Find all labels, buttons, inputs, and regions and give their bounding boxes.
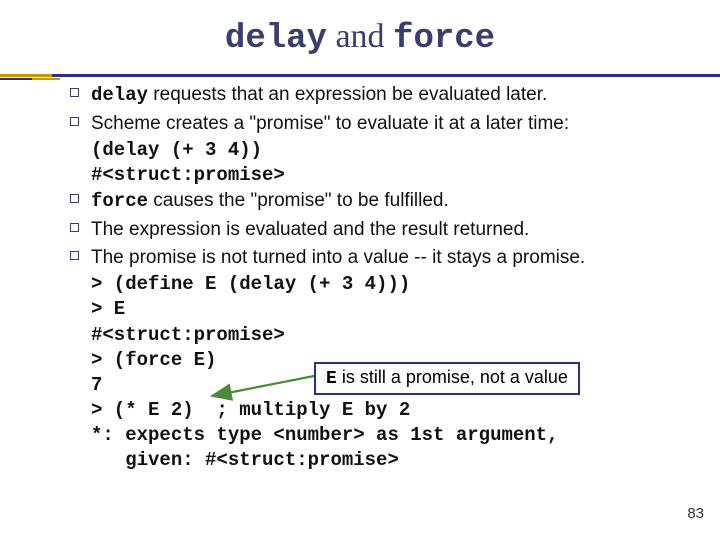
bullet-3-rest: causes the "promise" to be fulfilled. (148, 190, 449, 211)
code-line: #<struct:promise> (91, 324, 285, 346)
bullet-1-rest: requests that an expression be evaluated… (148, 84, 547, 105)
bullet-icon (70, 251, 79, 260)
bullet-icon (70, 117, 79, 126)
callout-rest: is still a promise, not a value (337, 367, 568, 387)
content-area: delay requests that an expression be eva… (40, 82, 680, 473)
code-line: > (force E) (91, 349, 216, 371)
bullet-2: Scheme creates a "promise" to evaluate i… (70, 111, 680, 137)
slide: delay and force delay requests that an e… (0, 0, 720, 540)
code-line: (delay (+ 3 4)) (91, 139, 262, 161)
code-line: > E (91, 298, 125, 320)
bullet-1: delay requests that an expression be eva… (70, 82, 680, 109)
bullet-icon (70, 194, 79, 203)
accent-bar-gold-bottom (32, 78, 60, 80)
bullet-5: The promise is not turned into a value -… (70, 245, 680, 271)
code-line: given: #<struct:promise> (91, 449, 399, 471)
accent-lines (0, 74, 720, 80)
bullet-4-text: The expression is evaluated and the resu… (91, 217, 529, 243)
slide-title: delay and force (40, 18, 680, 58)
page-number: 83 (687, 505, 704, 522)
bullet-2-text: Scheme creates a "promise" to evaluate i… (91, 111, 569, 137)
code-line: #<struct:promise> (91, 164, 285, 186)
title-force: force (393, 20, 495, 58)
bullet-5-text: The promise is not turned into a value -… (91, 245, 585, 271)
code-line: *: expects type <number> as 1st argument… (91, 424, 558, 446)
bullet-icon (70, 88, 79, 97)
bullet-4: The expression is evaluated and the resu… (70, 217, 680, 243)
bullet-3-mono: force (91, 190, 148, 212)
code-line: > (* E 2) ; multiply E by 2 (91, 399, 410, 421)
code-line: 7 (91, 374, 102, 396)
bullet-3: force causes the "promise" to be fulfill… (70, 188, 680, 215)
bullet-1-mono: delay (91, 84, 148, 106)
accent-bar-gold-top (0, 74, 52, 77)
callout-box: E is still a promise, not a value (314, 362, 580, 395)
callout-mono: E (326, 369, 337, 389)
bullet-text: force causes the "promise" to be fulfill… (91, 188, 449, 215)
bullet-text: delay requests that an expression be eva… (91, 82, 547, 109)
code-block-1: (delay (+ 3 4)) #<struct:promise> (91, 138, 680, 188)
code-line: > (define E (delay (+ 3 4))) (91, 273, 410, 295)
accent-bar-navy-top (52, 74, 720, 77)
title-and: and (327, 18, 393, 55)
bullet-icon (70, 223, 79, 232)
title-delay: delay (225, 20, 327, 58)
accent-bar-navy-bottom (0, 78, 32, 80)
